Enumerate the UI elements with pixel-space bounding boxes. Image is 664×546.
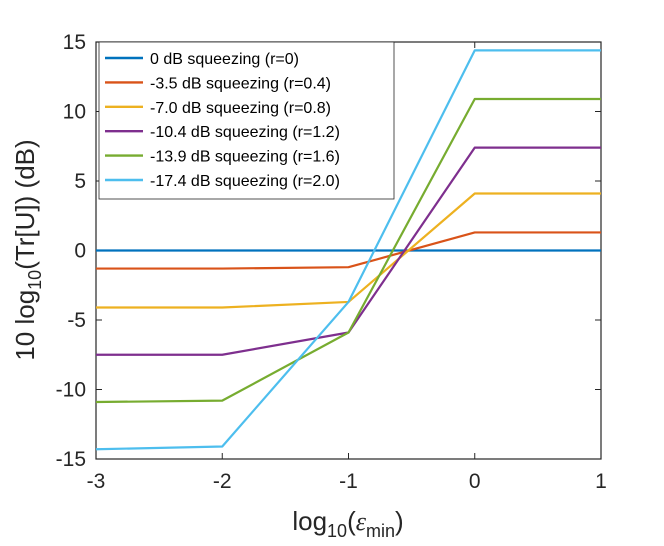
legend-entry: -17.4 dB squeezing (r=2.0)	[150, 173, 340, 190]
y-tick-label: -10	[56, 379, 86, 402]
series-line-5	[95, 97, 601, 404]
y-tick-label: -15	[56, 448, 86, 471]
x-tick-label: 0	[469, 470, 481, 493]
x-axis-label-symbol: ε	[356, 507, 367, 536]
y-axis-label-post: (Tr[U]) (dB)	[10, 139, 40, 269]
x-tick-label: -3	[87, 470, 106, 493]
legend-entry: -7.0 dB squeezing (r=0.8)	[150, 100, 331, 117]
x-tick-label: -2	[213, 470, 232, 493]
x-axis-label-close: )	[395, 506, 404, 536]
series-line-2	[96, 231, 601, 270]
legend-entry: 0 dB squeezing (r=0)	[150, 51, 299, 68]
x-tick-label: -1	[339, 470, 358, 493]
x-axis-label-sub: 10	[327, 521, 347, 541]
legend: 0 dB squeezing (r=0) -3.5 dB squeezing (r…	[98, 41, 395, 200]
x-axis-label-sub2: min	[366, 521, 395, 541]
y-tick-label: -5	[67, 309, 86, 332]
y-tick-label: 0	[74, 240, 86, 263]
x-axis-label-open: (	[347, 506, 356, 536]
y-tick-label: 5	[74, 170, 86, 193]
x-tick-label: 1	[595, 470, 607, 493]
y-tick-label: 15	[63, 31, 86, 54]
legend-entry: -3.5 dB squeezing (r=0.4)	[150, 75, 331, 92]
y-axis-label-pre: 10 log	[10, 290, 40, 361]
legend-box	[98, 41, 395, 200]
y-axis-label: 10 log10(Tr[U]) (dB)	[10, 139, 45, 360]
x-axis-label: log10(εmin)	[292, 506, 403, 541]
x-axis-label-base: log	[292, 506, 327, 536]
legend-items: 0 dB squeezing (r=0) -3.5 dB squeezing (r…	[105, 51, 340, 190]
legend-entry: -10.4 dB squeezing (r=1.2)	[150, 124, 340, 141]
series-lines	[95, 49, 601, 451]
y-axis-label-sub: 10	[25, 270, 45, 290]
legend-entry: -13.9 dB squeezing (r=1.6)	[150, 149, 340, 166]
y-tick-label: 10	[63, 101, 86, 124]
series-line-6	[95, 49, 601, 451]
